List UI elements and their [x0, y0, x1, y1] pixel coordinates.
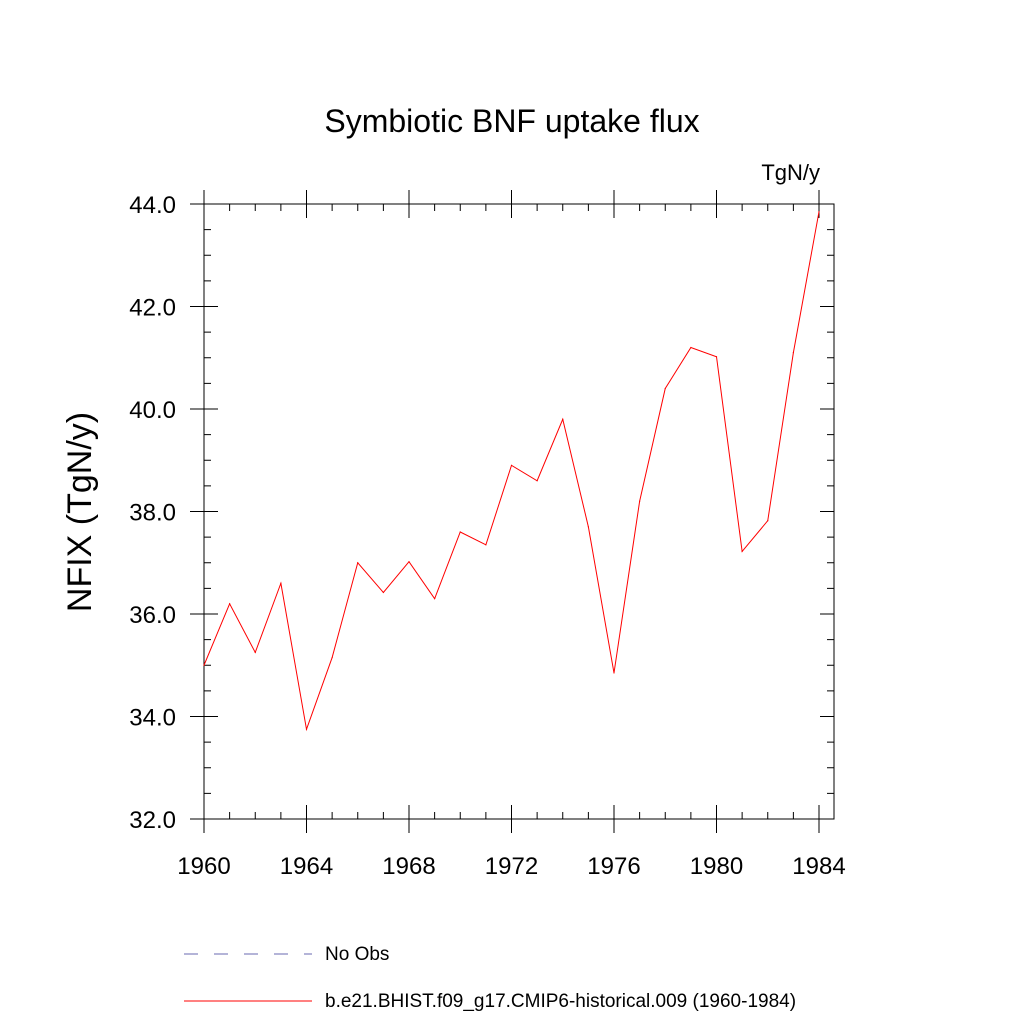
x-tick-label: 1972 — [485, 853, 538, 880]
data-point — [229, 603, 231, 605]
data-point — [485, 544, 487, 546]
data-point — [434, 598, 436, 600]
data-point — [587, 526, 589, 528]
data-point — [254, 651, 256, 654]
data-point — [536, 480, 538, 482]
data-point — [280, 582, 282, 584]
data-point — [510, 464, 513, 466]
x-tick-label: 1960 — [177, 853, 230, 880]
data-point — [613, 672, 615, 674]
data-point — [459, 531, 461, 533]
x-tick-label: 1984 — [792, 853, 845, 880]
data-point — [792, 352, 794, 354]
y-tick-label: 44.0 — [129, 192, 176, 219]
y-tick-label: 42.0 — [129, 295, 176, 322]
data-point — [664, 387, 666, 390]
data-point — [331, 656, 333, 659]
y-tick-label: 36.0 — [129, 602, 176, 629]
legend-label-model: b.e21.BHIST.f09_g17.CMIP6-historical.009… — [325, 991, 796, 1012]
series-line — [203, 211, 820, 732]
data-point — [741, 550, 743, 553]
data-point — [767, 520, 769, 522]
y-tick-label: 40.0 — [129, 397, 176, 424]
x-tick-label: 1964 — [280, 853, 333, 880]
legend-label-no-obs: No Obs — [325, 944, 389, 965]
x-tick-label: 1968 — [382, 853, 435, 880]
data-point — [715, 356, 718, 358]
data-point — [203, 664, 205, 666]
y-tick-label: 34.0 — [129, 705, 176, 732]
x-tick-label: 1976 — [587, 853, 640, 880]
y-tick-label: 38.0 — [129, 500, 176, 527]
x-tick-label: 1980 — [690, 853, 743, 880]
data-point — [639, 500, 641, 502]
data-point — [562, 418, 564, 420]
x-axis: 1960 1964 1968 1972 1976 1980 1984 — [177, 190, 846, 880]
legend: No Obs b.e21.BHIST.f09_g17.CMIP6-histori… — [184, 944, 796, 1012]
data-point — [818, 211, 820, 213]
y-axis: 32.0 34.0 36.0 38.0 40.0 42.0 44.0 — [129, 192, 834, 834]
units-label: TgN/y — [761, 160, 820, 185]
chart-title: Symbiotic BNF uptake flux — [324, 103, 699, 139]
plot-frame — [203, 203, 835, 820]
data-point — [305, 728, 308, 730]
data-point — [408, 561, 410, 563]
data-point — [690, 346, 692, 349]
data-point — [357, 562, 359, 564]
y-axis-label: NFIX (TgN/y) — [61, 412, 99, 612]
y-tick-label: 32.0 — [129, 807, 176, 834]
series-layer — [203, 211, 820, 732]
data-point — [382, 591, 384, 594]
